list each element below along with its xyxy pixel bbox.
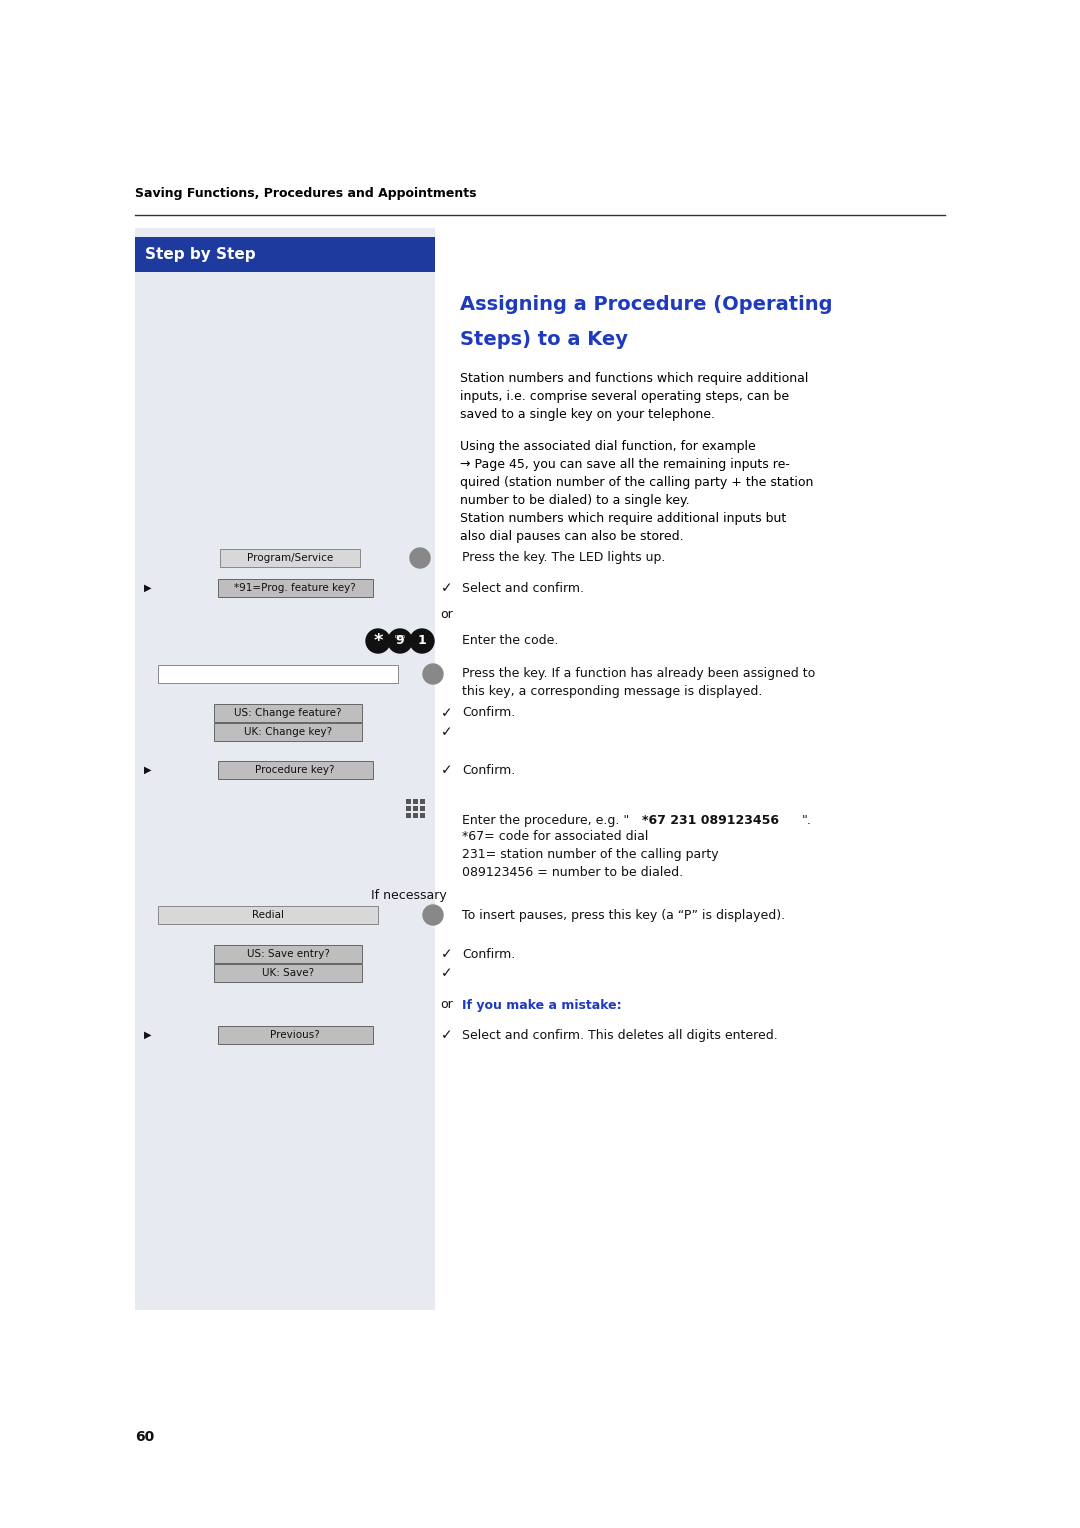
Text: Confirm.: Confirm. [462,764,515,776]
FancyBboxPatch shape [405,813,410,817]
Text: Procedure key?: Procedure key? [255,766,335,775]
FancyBboxPatch shape [158,665,399,683]
FancyBboxPatch shape [405,799,410,804]
FancyBboxPatch shape [214,944,362,963]
FancyBboxPatch shape [214,964,362,983]
Text: 9: 9 [395,634,404,648]
Text: Enter the procedure, e.g. ": Enter the procedure, e.g. " [462,814,630,827]
Text: *67 231 089123456: *67 231 089123456 [642,814,779,827]
Text: Using the associated dial function, for example
→ Page 45, you can save all the : Using the associated dial function, for … [460,440,813,542]
Text: Steps) to a Key: Steps) to a Key [460,330,627,348]
Text: Station numbers and functions which require additional
inputs, i.e. comprise sev: Station numbers and functions which requ… [460,371,808,422]
FancyBboxPatch shape [413,813,418,817]
Text: ▶: ▶ [145,584,152,593]
Text: US: Save entry?: US: Save entry? [246,949,329,960]
Text: If you make a mistake:: If you make a mistake: [462,998,622,1012]
Text: *67= code for associated dial
231= station number of the calling party
089123456: *67= code for associated dial 231= stati… [462,830,718,879]
Text: Redial: Redial [252,911,284,920]
Text: US: Change feature?: US: Change feature? [234,707,341,718]
Text: ✓: ✓ [442,581,453,594]
Text: UK: Save?: UK: Save? [262,969,314,978]
FancyBboxPatch shape [135,228,435,1309]
Text: UK: Change key?: UK: Change key? [244,727,332,736]
FancyBboxPatch shape [419,799,424,804]
Text: ▶: ▶ [145,1030,152,1041]
FancyBboxPatch shape [214,704,362,723]
FancyBboxPatch shape [217,579,373,597]
Text: Press the key. If a function has already been assigned to
this key, a correspond: Press the key. If a function has already… [462,668,815,698]
Text: ✓: ✓ [442,762,453,778]
FancyBboxPatch shape [158,906,378,924]
Text: Confirm.: Confirm. [462,947,515,961]
FancyBboxPatch shape [413,805,418,811]
FancyBboxPatch shape [405,805,410,811]
Text: ✓: ✓ [442,966,453,979]
Text: Step by Step: Step by Step [145,248,256,261]
Text: mm: mm [394,634,405,639]
FancyBboxPatch shape [220,549,360,567]
Text: Assigning a Procedure (Operating: Assigning a Procedure (Operating [460,295,833,313]
Text: ✓: ✓ [442,724,453,740]
FancyBboxPatch shape [217,1025,373,1044]
Text: or: or [441,998,454,1012]
Circle shape [410,630,434,652]
Circle shape [423,665,443,685]
Text: 60: 60 [135,1430,154,1444]
FancyBboxPatch shape [419,813,424,817]
Text: Previous?: Previous? [270,1030,320,1041]
FancyBboxPatch shape [135,237,435,272]
Text: Enter the code.: Enter the code. [462,634,558,648]
Text: Confirm.: Confirm. [462,706,515,720]
Text: Saving Functions, Procedures and Appointments: Saving Functions, Procedures and Appoint… [135,186,476,200]
Text: ▶: ▶ [145,766,152,775]
Text: ✓: ✓ [442,1028,453,1042]
Circle shape [366,630,390,652]
Text: Program/Service: Program/Service [247,553,333,562]
Text: *: * [374,633,382,649]
Text: If necessary: If necessary [372,888,447,902]
Text: *91=Prog. feature key?: *91=Prog. feature key? [234,584,356,593]
Text: ✓: ✓ [442,947,453,961]
FancyBboxPatch shape [413,799,418,804]
Text: To insert pauses, press this key (a “P” is displayed).: To insert pauses, press this key (a “P” … [462,909,785,921]
Circle shape [423,905,443,924]
Circle shape [388,630,411,652]
Text: Select and confirm. This deletes all digits entered.: Select and confirm. This deletes all dig… [462,1028,778,1042]
Text: Select and confirm.: Select and confirm. [462,582,584,594]
FancyBboxPatch shape [419,805,424,811]
Text: ".: ". [802,814,812,827]
Text: 1: 1 [418,634,427,648]
Text: Press the key. The LED lights up.: Press the key. The LED lights up. [462,552,665,564]
Circle shape [410,549,430,568]
FancyBboxPatch shape [214,723,362,741]
FancyBboxPatch shape [217,761,373,779]
Text: ✓: ✓ [442,706,453,720]
Text: or: or [441,608,454,620]
